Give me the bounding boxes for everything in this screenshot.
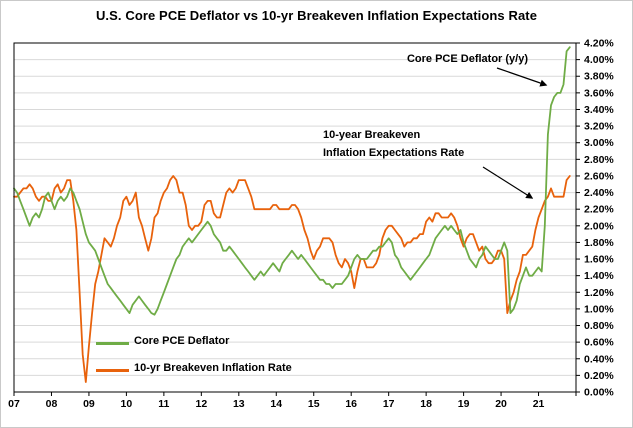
series-line-core-pce-deflator xyxy=(13,46,571,316)
annotation-breakeven: 10-year Breakeven Inflation Expectations… xyxy=(323,127,464,162)
y-tick-label: 0.40% xyxy=(584,353,614,365)
y-tick-label: 0.80% xyxy=(584,320,614,332)
x-tick-label: 11 xyxy=(158,398,169,410)
x-tick-label: 15 xyxy=(308,398,320,410)
x-tick-label: 09 xyxy=(83,398,95,410)
plot-border xyxy=(13,42,577,393)
y-tick-label: 1.40% xyxy=(584,270,614,282)
y-tick-label: 3.60% xyxy=(584,87,614,99)
annotation-core-pce: Core PCE Deflator (y/y) xyxy=(406,53,528,65)
x-tick-label: 12 xyxy=(195,398,207,410)
y-tick-label: 3.20% xyxy=(584,121,614,133)
y-tick-label: 1.00% xyxy=(584,303,614,315)
y-tick-label: 3.00% xyxy=(584,137,614,149)
legend-label-breakeven: 10-yr Breakeven Inflation Rate xyxy=(134,362,292,374)
y-tick-label: 4.20% xyxy=(584,38,614,50)
y-tick-label: 0.20% xyxy=(584,370,614,382)
y-tick-label: 2.80% xyxy=(584,154,614,166)
legend-swatch-pce xyxy=(96,342,129,345)
x-tick-label: 14 xyxy=(270,398,282,410)
y-tick-label: 2.60% xyxy=(584,170,614,182)
x-tick-label: 21 xyxy=(533,398,545,410)
y-tick-label: 0.00% xyxy=(584,387,614,399)
y-tick-label: 2.00% xyxy=(584,220,614,232)
y-tick-label: 4.00% xyxy=(584,54,614,66)
x-tick-label: 16 xyxy=(345,398,357,410)
x-tick-label: 17 xyxy=(383,398,395,410)
annotation-breakeven-line2: Inflation Expectations Rate xyxy=(323,146,465,159)
y-tick-label: 2.20% xyxy=(584,204,614,216)
y-tick-label: 0.60% xyxy=(584,337,614,349)
x-tick-label: 20 xyxy=(495,398,507,410)
x-tick-label: 07 xyxy=(8,398,20,410)
legend-label-core-pce: Core PCE Deflator xyxy=(134,335,230,347)
y-tick-label: 1.20% xyxy=(584,287,614,299)
x-tick-label: 18 xyxy=(420,398,432,410)
y-tick-label: 1.80% xyxy=(584,237,614,249)
x-tick-label: 08 xyxy=(46,398,58,410)
y-tick-label: 2.40% xyxy=(584,187,614,199)
x-tick-label: 13 xyxy=(233,398,245,410)
x-tick-label: 10 xyxy=(121,398,133,410)
y-tick-label: 3.40% xyxy=(584,104,614,116)
series-line-10-yr-breakeven-inflation-rate xyxy=(13,175,571,383)
y-tick-label: 1.60% xyxy=(584,254,614,266)
x-tick-label: 19 xyxy=(458,398,470,410)
y-tick-label: 3.80% xyxy=(584,71,614,83)
legend-swatch-breakeven xyxy=(96,369,129,372)
annotation-breakeven-line1: 10-year Breakeven xyxy=(323,129,421,141)
chart-title: U.S. Core PCE Deflator vs 10-yr Breakeve… xyxy=(95,8,538,23)
